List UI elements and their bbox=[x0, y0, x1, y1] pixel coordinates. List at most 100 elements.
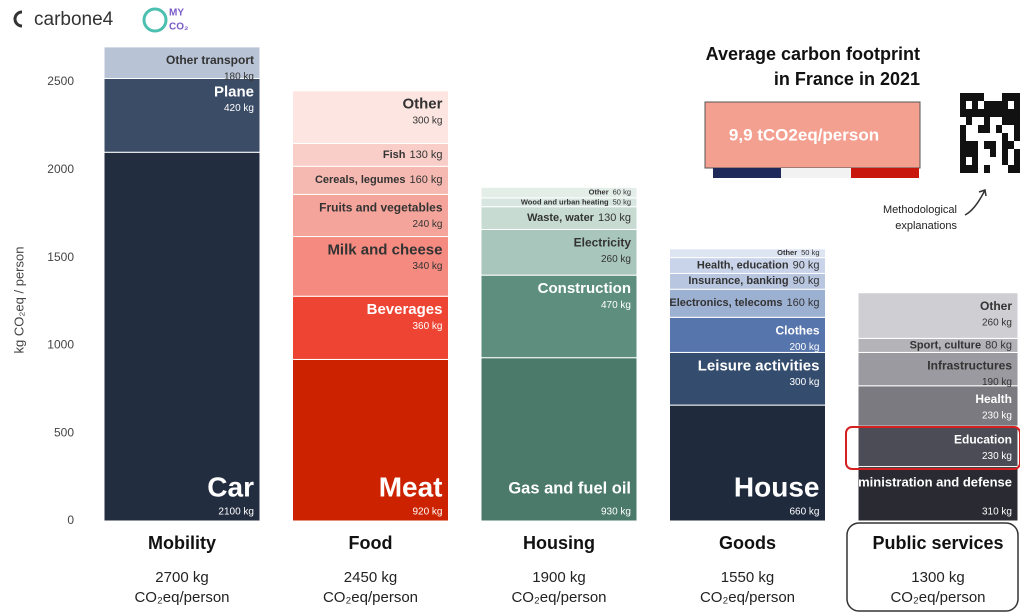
brand: carbone4 bbox=[34, 9, 114, 30]
qr-cell bbox=[1008, 141, 1014, 149]
segment-label: Leisure activities bbox=[698, 357, 820, 374]
segment-value: 260 kg bbox=[982, 317, 1012, 328]
qr-cell bbox=[966, 93, 972, 101]
segment-value: 180 kg bbox=[224, 72, 254, 83]
bar-segment bbox=[857, 351, 1019, 387]
y-tick-label: 500 bbox=[54, 425, 74, 439]
segment-label: Clothes bbox=[775, 323, 819, 337]
qr-cell bbox=[960, 125, 966, 133]
qr-cell bbox=[996, 109, 1002, 117]
logo-icon bbox=[142, 7, 168, 33]
qr-cell bbox=[972, 141, 978, 149]
segment-value: 90 kg bbox=[793, 259, 820, 271]
unit-label: CO₂eq/person bbox=[323, 589, 418, 606]
segment-value: 930 kg bbox=[601, 507, 631, 518]
segment-label: Fish bbox=[383, 149, 406, 161]
qr-cell bbox=[1002, 117, 1008, 125]
logo: carbone4 MY CO₂ bbox=[13, 7, 188, 33]
qr-cell bbox=[966, 149, 972, 157]
plot: 0 500 1000 1500 2000 2500 Car 2100 kg Plane 420 k… bbox=[47, 46, 1019, 606]
segment-label: Milk and cheese bbox=[327, 241, 442, 258]
segment-value: 340 kg bbox=[412, 261, 442, 272]
segment-value: 160 kg bbox=[409, 174, 442, 186]
unit-label: CO₂eq/person bbox=[700, 589, 795, 606]
bar-segment bbox=[669, 351, 826, 406]
segment-label: Cereals, legumes bbox=[315, 174, 406, 186]
bar-segment bbox=[292, 358, 449, 522]
unit-label: CO₂eq/person bbox=[134, 589, 229, 606]
qr-cell bbox=[1008, 109, 1014, 117]
qr-cell bbox=[966, 117, 972, 125]
segment-label: Car bbox=[207, 471, 254, 502]
segment-value: 190 kg bbox=[982, 377, 1012, 388]
qr-cell bbox=[972, 149, 978, 157]
qr-cell bbox=[990, 141, 996, 149]
unit-label: CO₂eq/person bbox=[511, 589, 606, 606]
segment-label: Meat bbox=[379, 471, 443, 502]
bar-segment bbox=[857, 466, 1019, 522]
segment-value: 50 kg bbox=[613, 197, 631, 206]
qr-cell bbox=[972, 165, 978, 173]
methodology[interactable]: explanations bbox=[895, 220, 957, 232]
segment-label: Gas and fuel oil bbox=[508, 479, 631, 497]
segment-label: Fruits and vegetables bbox=[319, 201, 443, 215]
segment-label: House bbox=[734, 471, 820, 502]
qr-cell bbox=[984, 101, 990, 109]
qr-cell bbox=[978, 125, 984, 133]
segment-value: 2100 kg bbox=[218, 507, 254, 518]
y-tick-label: 1000 bbox=[47, 338, 74, 352]
category-label: Mobility bbox=[148, 533, 216, 553]
segment-label: Electronics, telecoms bbox=[669, 297, 782, 309]
segment-label: Other bbox=[589, 188, 609, 197]
segment-label: Beverages bbox=[367, 301, 443, 318]
segment-label: Waste, water bbox=[527, 212, 595, 224]
qr-cell bbox=[972, 109, 978, 117]
qr-cell bbox=[1008, 93, 1014, 101]
y-tick-label: 0 bbox=[67, 513, 74, 527]
flag-part bbox=[851, 168, 919, 178]
qr-cell bbox=[1014, 165, 1020, 173]
qr-cell bbox=[972, 93, 978, 101]
qr-cell bbox=[960, 149, 966, 157]
segment-value: 130 kg bbox=[409, 149, 442, 161]
segment-label: Other bbox=[402, 96, 442, 113]
bar-segment bbox=[103, 151, 261, 522]
segment-value: 60 kg bbox=[613, 188, 631, 197]
qr-cell bbox=[984, 109, 990, 117]
qr-code[interactable] bbox=[960, 93, 1020, 173]
qr-cell bbox=[978, 93, 984, 101]
qr-cell bbox=[990, 109, 996, 117]
qr-cell bbox=[1014, 93, 1020, 101]
segment-value: 300 kg bbox=[789, 377, 819, 388]
segment-value: 50 kg bbox=[801, 248, 819, 257]
qr-cell bbox=[972, 157, 978, 165]
y-tick-label: 2000 bbox=[47, 162, 74, 176]
segment-value: 470 kg bbox=[601, 300, 631, 311]
bar-segment bbox=[857, 425, 1019, 468]
qr-cell bbox=[966, 165, 972, 173]
segment-label: Education bbox=[954, 432, 1012, 446]
segment-label: Administration and defense bbox=[841, 474, 1012, 489]
segment-label: Health, education bbox=[697, 259, 789, 271]
segment-value: 920 kg bbox=[412, 507, 442, 518]
qr-cell bbox=[966, 141, 972, 149]
qr-cell bbox=[972, 101, 978, 109]
methodology[interactable]: Methodological bbox=[883, 204, 957, 216]
bar-segment bbox=[857, 292, 1019, 339]
segment-value: 240 kg bbox=[412, 219, 442, 230]
logo-text: CO₂ bbox=[169, 22, 188, 33]
total-label: 1300 kg bbox=[911, 569, 964, 586]
qr-cell bbox=[960, 165, 966, 173]
total-label: 1900 kg bbox=[532, 569, 585, 586]
qr-cell bbox=[960, 133, 966, 141]
qr-cell bbox=[1002, 101, 1008, 109]
segment-value: 80 kg bbox=[985, 339, 1012, 351]
category-label: Food bbox=[349, 533, 393, 553]
y-tick-label: 2500 bbox=[47, 74, 74, 88]
qr-cell bbox=[1002, 93, 1008, 101]
footprint: 9,9 tCO2eq/person bbox=[729, 125, 879, 144]
qr-cell bbox=[1002, 133, 1008, 141]
qr-cell bbox=[984, 141, 990, 149]
qr-cell bbox=[1014, 133, 1020, 141]
